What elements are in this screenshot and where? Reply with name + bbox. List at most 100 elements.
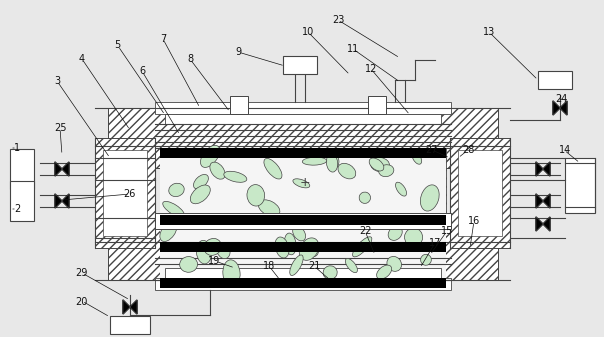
Bar xyxy=(160,148,446,216)
Bar xyxy=(103,150,147,236)
Text: 8: 8 xyxy=(187,54,193,64)
Ellipse shape xyxy=(247,185,265,206)
Text: 3: 3 xyxy=(54,76,60,86)
Bar xyxy=(160,222,446,280)
Ellipse shape xyxy=(160,221,177,242)
Text: 17: 17 xyxy=(429,238,441,248)
Polygon shape xyxy=(536,194,550,208)
Polygon shape xyxy=(123,300,137,314)
Text: 4: 4 xyxy=(79,54,85,64)
Ellipse shape xyxy=(210,162,225,179)
Ellipse shape xyxy=(388,226,402,240)
Ellipse shape xyxy=(387,256,402,271)
Ellipse shape xyxy=(259,200,280,216)
Text: 10: 10 xyxy=(302,27,314,37)
Text: +: + xyxy=(300,177,310,189)
Ellipse shape xyxy=(345,258,358,273)
Text: 5: 5 xyxy=(115,40,121,51)
Ellipse shape xyxy=(284,233,296,255)
Ellipse shape xyxy=(275,237,289,258)
Text: 11: 11 xyxy=(347,44,359,54)
Ellipse shape xyxy=(290,255,303,276)
Bar xyxy=(160,215,446,225)
Text: 27: 27 xyxy=(426,145,438,155)
Bar xyxy=(155,213,451,229)
Text: 21: 21 xyxy=(308,261,320,271)
Text: 18: 18 xyxy=(263,261,275,271)
Polygon shape xyxy=(536,217,550,231)
Bar xyxy=(565,157,595,213)
Ellipse shape xyxy=(420,254,431,265)
Ellipse shape xyxy=(412,152,422,164)
Ellipse shape xyxy=(323,266,337,279)
Text: 6: 6 xyxy=(139,66,145,76)
Text: 22: 22 xyxy=(359,226,371,236)
Ellipse shape xyxy=(326,154,338,172)
Text: 24: 24 xyxy=(556,94,568,104)
Text: 13: 13 xyxy=(483,27,495,37)
Ellipse shape xyxy=(379,165,394,177)
Ellipse shape xyxy=(193,175,208,189)
Ellipse shape xyxy=(299,238,319,261)
Bar xyxy=(155,278,451,290)
Bar xyxy=(118,146,488,168)
Ellipse shape xyxy=(293,226,306,241)
Text: 19: 19 xyxy=(208,256,220,266)
Ellipse shape xyxy=(359,192,370,204)
Polygon shape xyxy=(55,194,69,208)
Bar xyxy=(160,148,446,216)
Ellipse shape xyxy=(369,158,384,171)
Ellipse shape xyxy=(396,182,406,196)
Bar xyxy=(110,316,150,334)
Ellipse shape xyxy=(190,185,210,204)
Bar xyxy=(160,148,446,158)
Bar xyxy=(108,242,498,280)
Ellipse shape xyxy=(353,237,372,257)
Text: 12: 12 xyxy=(365,64,378,74)
Polygon shape xyxy=(536,162,550,176)
Ellipse shape xyxy=(217,243,230,258)
Ellipse shape xyxy=(293,179,310,188)
Ellipse shape xyxy=(308,245,318,257)
Bar xyxy=(118,220,488,242)
Text: 15: 15 xyxy=(441,226,453,236)
Bar xyxy=(160,242,446,252)
Bar xyxy=(95,138,155,248)
Ellipse shape xyxy=(196,240,211,264)
Text: 1: 1 xyxy=(14,143,20,153)
Ellipse shape xyxy=(223,260,240,287)
Ellipse shape xyxy=(179,256,198,272)
Bar xyxy=(10,181,34,221)
Bar xyxy=(108,108,498,146)
Ellipse shape xyxy=(224,171,247,182)
Polygon shape xyxy=(553,101,567,115)
Bar xyxy=(283,56,317,74)
Text: 28: 28 xyxy=(462,145,474,155)
Text: 7: 7 xyxy=(160,34,166,44)
Ellipse shape xyxy=(420,185,439,211)
Ellipse shape xyxy=(264,158,282,179)
Ellipse shape xyxy=(370,157,390,172)
Bar xyxy=(165,114,441,124)
Text: 14: 14 xyxy=(559,145,571,155)
Ellipse shape xyxy=(169,183,184,196)
Ellipse shape xyxy=(327,153,339,169)
Text: 2: 2 xyxy=(14,204,20,214)
Bar xyxy=(165,268,441,278)
Ellipse shape xyxy=(162,202,184,217)
Text: 9: 9 xyxy=(236,47,242,57)
Text: 23: 23 xyxy=(332,15,344,25)
Ellipse shape xyxy=(204,239,222,255)
Ellipse shape xyxy=(377,265,391,279)
Ellipse shape xyxy=(338,163,356,179)
Text: 29: 29 xyxy=(76,268,88,278)
Ellipse shape xyxy=(303,157,327,165)
Text: 26: 26 xyxy=(124,189,136,199)
Text: 25: 25 xyxy=(54,123,66,133)
Bar xyxy=(458,150,502,236)
Bar xyxy=(368,96,386,114)
Polygon shape xyxy=(55,162,69,176)
Bar xyxy=(450,138,510,248)
Bar xyxy=(155,102,451,114)
Bar xyxy=(230,96,248,114)
